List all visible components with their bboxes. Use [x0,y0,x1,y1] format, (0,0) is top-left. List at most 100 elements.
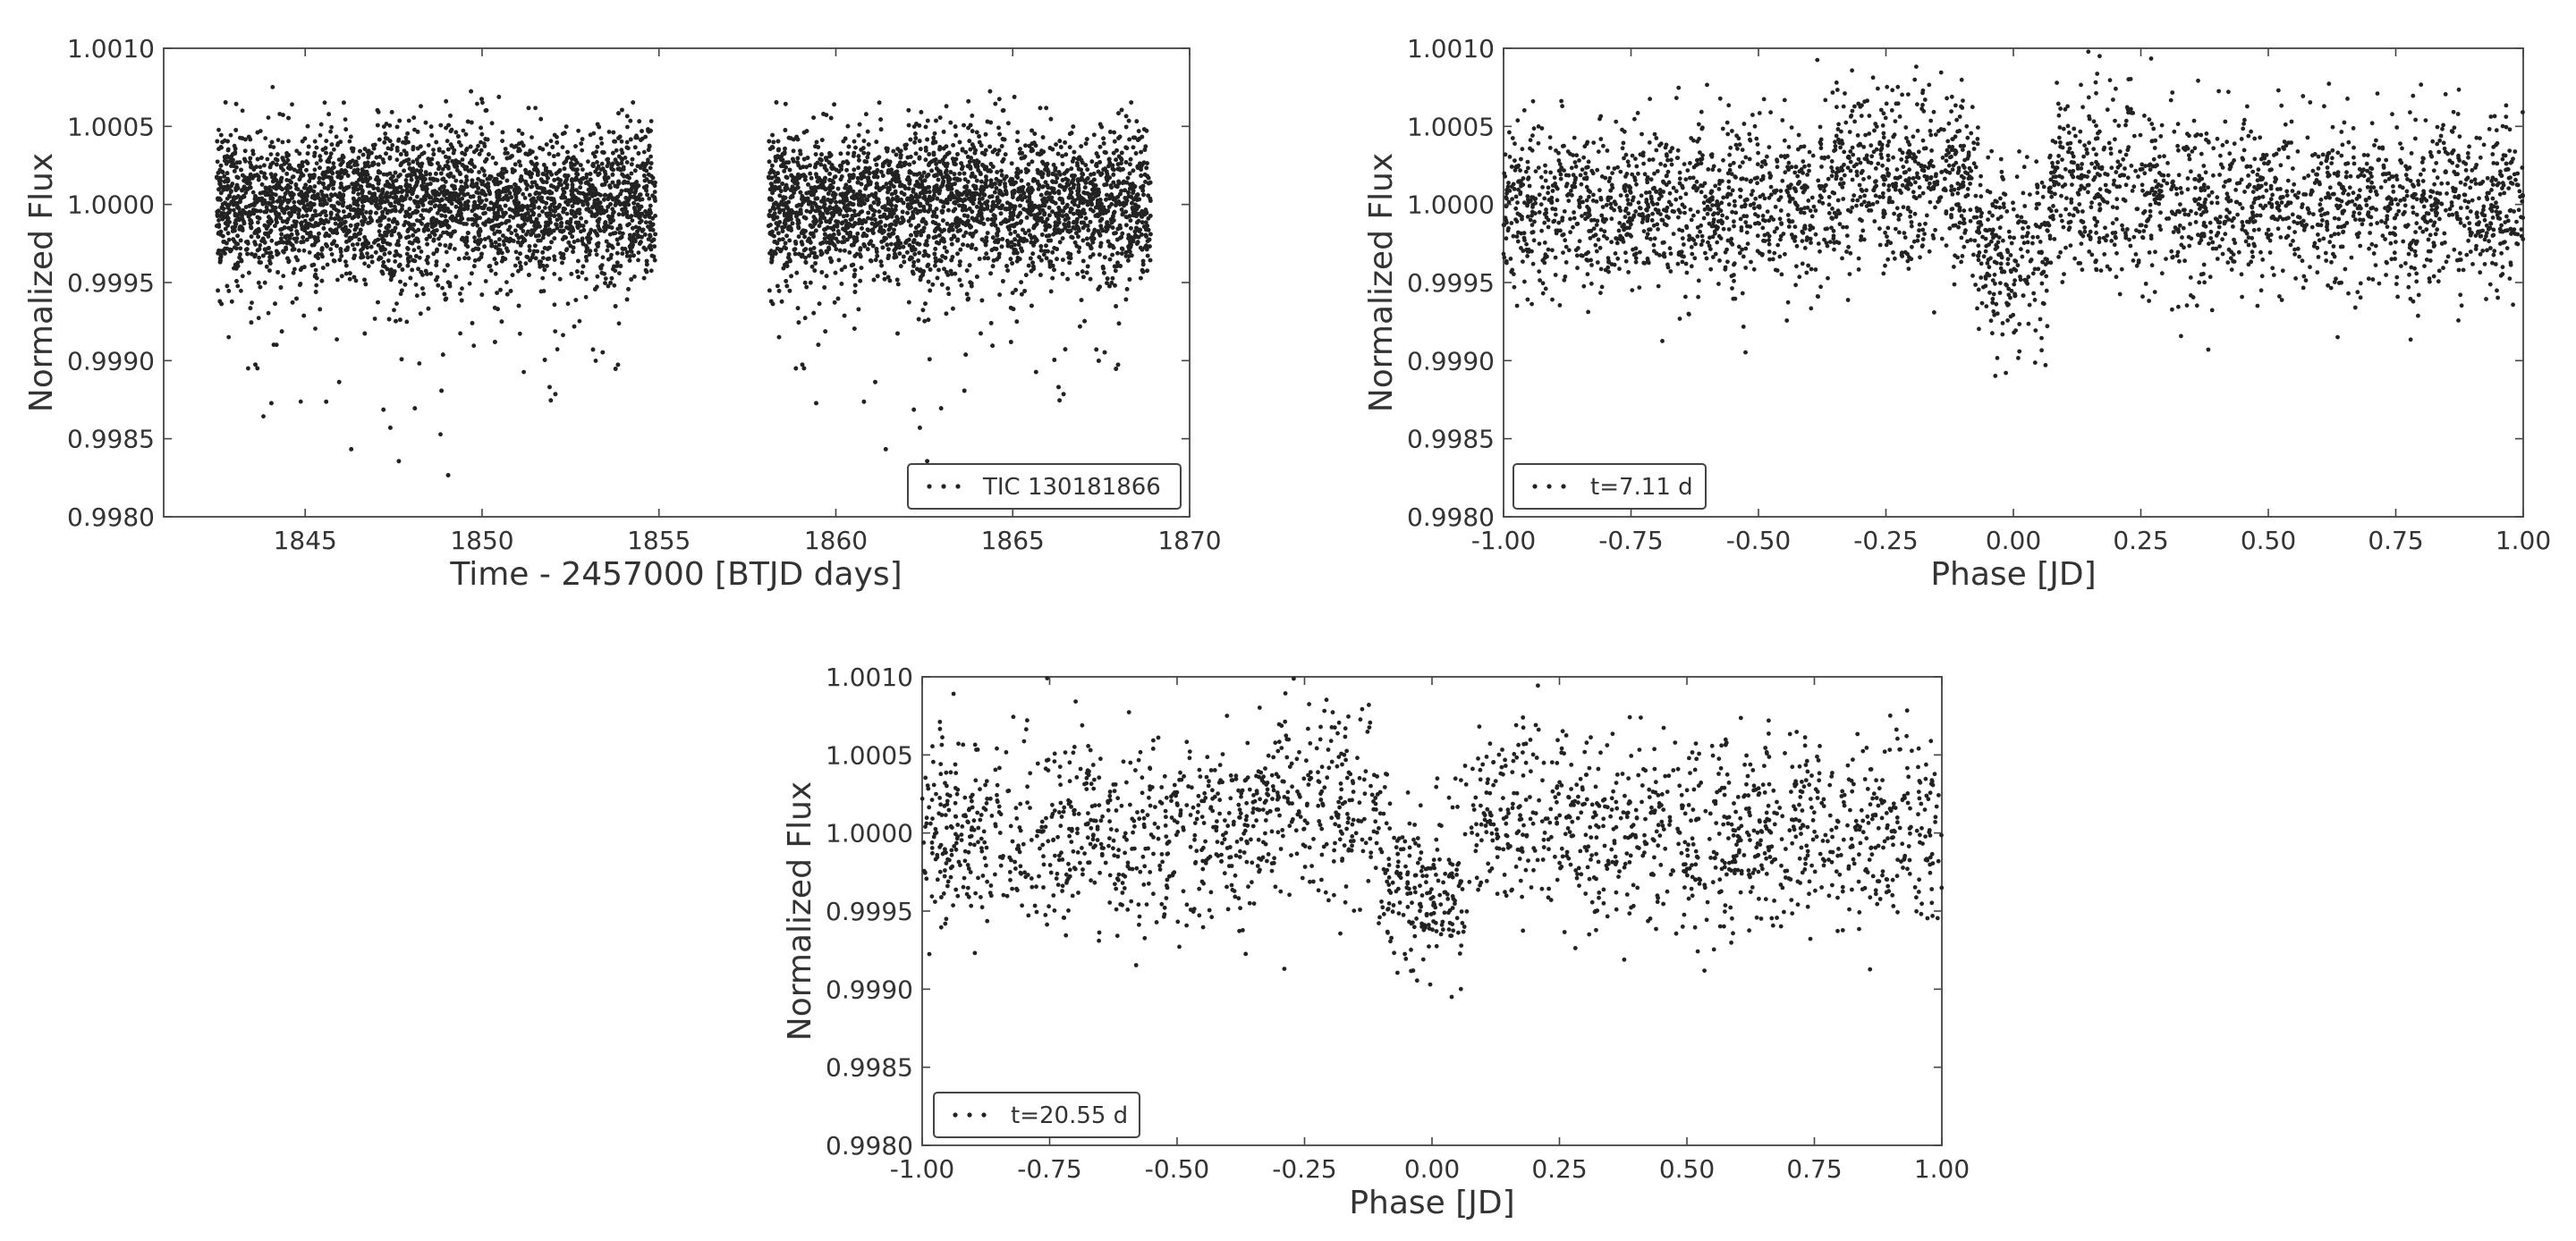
data-point [288,192,293,198]
data-point [350,182,354,187]
data-point [596,244,600,249]
data-point [358,231,362,236]
data-point [602,197,606,202]
data-point [329,124,334,130]
data-point [479,148,484,153]
data-point [301,248,307,253]
data-point [228,132,233,138]
data-point [584,258,589,263]
data-point [484,198,489,203]
data-point [297,177,302,182]
data-point [386,217,392,223]
data-point [407,166,412,171]
data-point [386,258,391,263]
data-point [243,205,249,210]
data-point [649,253,655,258]
data-point [301,313,307,318]
data-point [444,98,449,104]
data-point [317,175,322,181]
data-point [407,173,412,178]
data-point [346,238,352,243]
data-point [343,215,348,219]
data-point [362,277,367,283]
data-point [529,219,534,224]
data-point [511,215,516,220]
data-point [312,150,318,156]
data-point [477,233,482,238]
data-point [552,132,557,138]
data-point [633,135,639,140]
data-point [543,224,548,229]
data-point [521,204,527,209]
data-point [627,258,632,263]
data-point [360,152,366,157]
data-point [381,259,386,265]
data-point [264,264,269,269]
data-point [648,161,654,166]
data-point [278,227,284,232]
data-point [389,147,394,152]
data-point [606,160,611,165]
data-point [486,207,491,212]
data-point [312,213,318,218]
data-point [580,176,586,181]
data-point [553,329,558,333]
data-point [234,279,239,283]
data-point [608,281,613,285]
data-point [389,274,394,280]
data-point [477,152,482,156]
data-point [504,280,509,284]
data-point [543,168,548,173]
data-point [631,194,636,199]
data-point [333,228,338,233]
data-point [444,191,449,196]
data-point [406,234,411,240]
data-point [628,254,632,258]
data-point [555,140,560,145]
data-point [353,233,359,239]
data-point [369,254,374,259]
data-point [266,115,271,121]
data-point [249,234,254,239]
data-point [333,192,338,198]
data-point [402,282,408,287]
data-point [479,131,485,137]
data-point [233,222,239,226]
data-point [648,243,653,249]
data-point [594,212,599,217]
data-point [297,151,302,156]
data-point [362,235,367,240]
data-point [421,150,427,156]
data-point [246,366,250,371]
data-point [431,178,436,182]
data-point [568,231,572,236]
data-point [257,247,262,251]
data-points [215,85,1153,477]
data-point [301,235,305,240]
data-point [267,255,273,259]
panel-1: 1845 1850 1855 1860 1865 18700.99800.99850.99… [23,34,1222,593]
data-point [552,162,557,166]
data-point [555,176,561,182]
data-point [629,171,634,176]
data-point [404,152,409,157]
data-point [231,237,236,241]
data-point [266,232,270,237]
data-point [394,252,400,257]
data-point [343,117,348,122]
data-point [234,160,240,165]
data-point [322,100,327,106]
data-point [445,159,450,165]
data-point [495,291,499,295]
data-point [538,289,544,294]
data-point [476,186,480,190]
data-point [396,459,402,464]
data-point [414,254,419,258]
data-point [458,291,462,296]
data-point [595,144,600,149]
data-point [340,156,344,161]
data-point [580,236,585,241]
data-point [625,124,630,130]
data-point [225,283,230,289]
data-point [605,248,610,253]
